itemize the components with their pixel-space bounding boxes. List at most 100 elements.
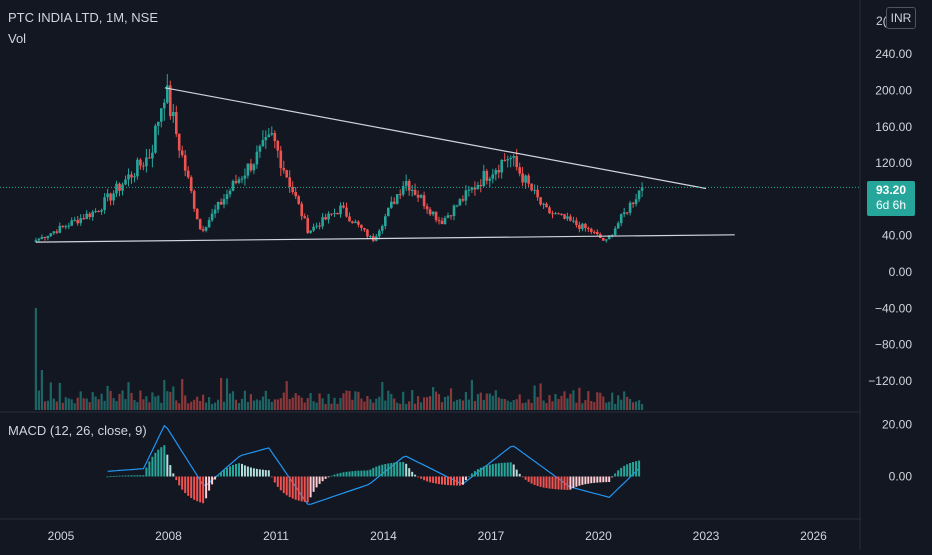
- volume-bar: [348, 391, 351, 410]
- volume-bar: [449, 388, 453, 410]
- macd-histogram-bar: [500, 462, 503, 477]
- volume-bar: [76, 397, 79, 410]
- macd-histogram-bar: [551, 476, 554, 489]
- volume-bar: [85, 398, 88, 410]
- candle-body: [88, 213, 91, 217]
- volume-bar: [133, 400, 136, 410]
- candle-body: [55, 231, 59, 233]
- candle-body: [201, 229, 205, 231]
- volume-bar: [172, 386, 175, 410]
- macd-histogram-bar: [473, 471, 476, 477]
- volume-bar: [187, 403, 190, 410]
- macd-histogram-bar: [273, 476, 276, 483]
- macd-histogram-bar: [375, 466, 378, 477]
- volume-bar: [175, 400, 178, 410]
- volume-bar: [288, 399, 291, 410]
- volume-bar: [43, 401, 46, 410]
- candle-body: [222, 199, 226, 205]
- candle-body: [425, 206, 429, 210]
- macd-histogram-bar: [127, 475, 130, 477]
- currency-button[interactable]: INR: [886, 7, 916, 29]
- candle-body: [500, 160, 503, 173]
- candle-body: [557, 213, 560, 215]
- macd-histogram-bar: [608, 476, 611, 482]
- volume-bar: [112, 398, 115, 410]
- candle-body: [607, 235, 611, 240]
- volume-bar: [539, 383, 542, 410]
- volume-bar: [240, 398, 244, 410]
- time-axis-label: 2005: [48, 529, 75, 543]
- candle-body: [336, 213, 339, 215]
- price-axis-label: 120.00: [875, 156, 912, 170]
- candle-body: [419, 195, 423, 198]
- macd-histogram-bar: [241, 463, 243, 477]
- macd-histogram-bar: [190, 476, 193, 498]
- macd-legend[interactable]: MACD (12, 26, close, 9): [8, 423, 147, 438]
- macd-histogram-bar: [181, 476, 184, 490]
- macd-histogram-bar: [217, 475, 220, 477]
- candle-body: [455, 205, 459, 207]
- volume-bar: [309, 393, 312, 410]
- candle-body: [157, 121, 160, 126]
- volume-bar: [440, 402, 444, 410]
- candle-body: [34, 240, 38, 242]
- macd-histogram-bar: [261, 469, 264, 477]
- volume-bar: [390, 393, 393, 410]
- price-axis-label-partial: 2(: [876, 14, 887, 28]
- volume-bar: [623, 391, 626, 410]
- macd-histogram-bar: [288, 476, 291, 498]
- volume-bar: [70, 399, 73, 410]
- trendlines[interactable]: [35, 87, 735, 243]
- candle-body: [631, 202, 635, 204]
- macd-histogram-bar: [399, 462, 402, 477]
- macd-histogram-bar: [351, 471, 354, 477]
- volume-bar: [220, 378, 223, 410]
- macd-histogram-bar: [133, 475, 136, 477]
- volume-bar: [635, 401, 638, 410]
- macd-histogram-bar: [369, 469, 372, 477]
- volume-bar: [297, 395, 300, 410]
- macd-histogram-bar: [121, 475, 124, 477]
- macd-histogram-bar: [542, 476, 545, 488]
- volume-bar: [602, 396, 605, 410]
- candle-body: [596, 231, 599, 235]
- candle-body: [434, 211, 438, 221]
- macd-histogram-bar: [106, 476, 109, 478]
- candle-body: [610, 234, 614, 236]
- candle-body: [509, 157, 512, 160]
- macd-histogram-bar: [638, 460, 641, 477]
- volume-legend[interactable]: Vol: [8, 31, 27, 46]
- candle-body: [485, 170, 489, 181]
- macd-histogram-bar: [348, 471, 351, 477]
- macd-histogram-bar: [408, 468, 411, 477]
- candle-body: [494, 170, 498, 175]
- volume-bar: [127, 382, 130, 410]
- macd-histogram-bar: [157, 449, 160, 477]
- candle-body: [590, 228, 593, 232]
- candle-body: [52, 231, 56, 234]
- macd-histogram-bar: [578, 476, 581, 486]
- macd-histogram-bar: [396, 462, 399, 477]
- volume-bar: [620, 399, 623, 410]
- candle-body: [115, 183, 118, 194]
- macd-histogram-bar: [584, 476, 587, 485]
- macd-histogram-bar: [187, 476, 190, 496]
- macd-histogram-bar: [572, 476, 575, 488]
- time-axis-label: 2020: [585, 529, 612, 543]
- volume-bar: [243, 390, 246, 410]
- macd-histogram-bar: [381, 464, 384, 477]
- candle-body: [533, 189, 536, 191]
- candle-body: [49, 233, 53, 236]
- volume-bar: [58, 382, 61, 410]
- volume-bar: [357, 391, 360, 410]
- candle-body: [321, 217, 324, 227]
- candle-body: [282, 168, 286, 171]
- macd-histogram-bar: [432, 476, 435, 483]
- volume-bar: [521, 403, 524, 410]
- volume-bar: [258, 400, 261, 410]
- symbol-legend[interactable]: PTC INDIA LTD, 1M, NSE: [8, 10, 159, 25]
- macd-histogram-bar: [602, 476, 605, 483]
- macd-histogram-bar: [196, 476, 199, 502]
